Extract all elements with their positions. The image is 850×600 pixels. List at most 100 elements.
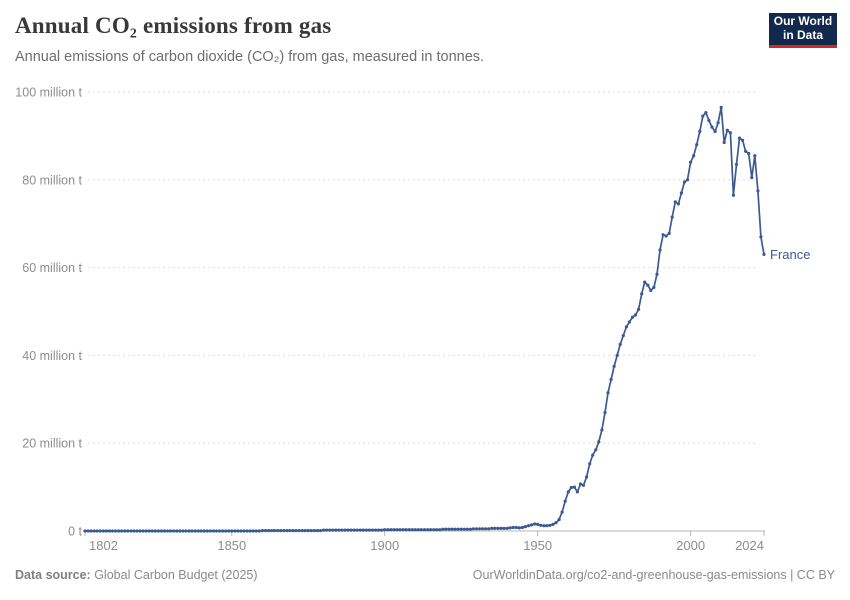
data-point[interactable]	[575, 490, 580, 494]
data-point[interactable]	[450, 527, 454, 531]
data-point[interactable]	[123, 529, 127, 533]
data-point[interactable]	[297, 529, 301, 533]
data-point[interactable]	[612, 364, 616, 368]
data-point[interactable]	[190, 529, 194, 533]
data-point[interactable]	[322, 528, 326, 532]
data-point[interactable]	[426, 528, 430, 532]
data-point[interactable]	[377, 528, 381, 532]
data-point[interactable]	[526, 524, 531, 528]
data-point[interactable]	[328, 528, 332, 532]
data-point[interactable]	[132, 529, 136, 533]
data-point[interactable]	[337, 528, 341, 532]
data-point[interactable]	[178, 529, 182, 533]
data-point[interactable]	[560, 510, 564, 514]
data-point[interactable]	[505, 526, 509, 531]
data-point[interactable]	[364, 528, 368, 532]
data-point[interactable]	[594, 448, 598, 452]
data-point[interactable]	[257, 529, 261, 533]
data-point[interactable]	[221, 529, 225, 533]
data-point[interactable]	[135, 529, 139, 533]
data-point[interactable]	[254, 529, 258, 533]
data-point[interactable]	[150, 529, 154, 533]
data-point[interactable]	[487, 527, 491, 531]
data-point[interactable]	[273, 529, 277, 533]
data-point[interactable]	[413, 528, 417, 532]
data-point[interactable]	[692, 154, 696, 158]
data-point[interactable]	[484, 527, 488, 531]
data-point[interactable]	[416, 528, 420, 532]
data-point[interactable]	[496, 526, 500, 531]
data-point[interactable]	[242, 529, 246, 533]
data-point[interactable]	[554, 521, 558, 525]
data-point[interactable]	[386, 528, 390, 532]
data-point[interactable]	[753, 154, 757, 158]
data-point[interactable]	[609, 377, 613, 382]
data-point[interactable]	[502, 526, 506, 531]
data-point[interactable]	[169, 529, 173, 533]
data-point[interactable]	[266, 529, 271, 533]
data-point[interactable]	[370, 528, 375, 532]
data-point[interactable]	[315, 529, 320, 533]
data-point[interactable]	[230, 529, 234, 533]
data-point[interactable]	[545, 524, 549, 528]
data-point[interactable]	[389, 528, 393, 532]
data-point[interactable]	[722, 140, 726, 145]
data-point[interactable]	[649, 288, 653, 292]
data-point[interactable]	[453, 527, 457, 531]
data-point[interactable]	[569, 485, 573, 490]
data-point[interactable]	[429, 528, 433, 532]
data-point[interactable]	[682, 180, 687, 184]
data-point[interactable]	[459, 527, 463, 531]
data-point[interactable]	[456, 527, 460, 531]
data-point[interactable]	[300, 529, 304, 533]
data-point[interactable]	[346, 528, 350, 532]
data-point[interactable]	[175, 529, 179, 533]
data-point[interactable]	[156, 529, 160, 533]
data-point[interactable]	[358, 528, 362, 532]
data-point[interactable]	[713, 129, 717, 134]
data-point[interactable]	[383, 528, 387, 532]
data-point[interactable]	[750, 176, 754, 180]
data-point[interactable]	[218, 529, 222, 533]
data-point[interactable]	[325, 528, 329, 532]
data-point[interactable]	[627, 320, 632, 324]
data-point[interactable]	[166, 529, 170, 533]
data-point[interactable]	[303, 529, 307, 533]
data-point[interactable]	[172, 529, 176, 533]
data-point[interactable]	[728, 131, 733, 135]
data-point[interactable]	[557, 518, 561, 522]
data-point[interactable]	[291, 529, 295, 533]
data-point[interactable]	[462, 527, 466, 531]
data-point[interactable]	[129, 529, 133, 533]
data-point[interactable]	[398, 528, 402, 532]
data-point[interactable]	[661, 233, 665, 237]
data-point[interactable]	[438, 528, 442, 532]
data-point[interactable]	[493, 526, 497, 531]
data-point[interactable]	[92, 529, 96, 533]
data-point[interactable]	[643, 280, 647, 284]
data-point[interactable]	[517, 526, 521, 530]
data-point[interactable]	[432, 528, 436, 532]
data-point[interactable]	[117, 529, 121, 533]
data-point[interactable]	[374, 528, 378, 532]
data-point[interactable]	[646, 283, 650, 287]
data-point[interactable]	[227, 529, 231, 533]
data-point[interactable]	[334, 528, 338, 532]
data-point[interactable]	[355, 528, 359, 532]
data-point[interactable]	[444, 527, 448, 531]
data-point[interactable]	[673, 200, 677, 204]
data-point[interactable]	[563, 499, 567, 503]
data-point[interactable]	[514, 525, 518, 530]
data-point[interactable]	[205, 529, 209, 533]
data-point[interactable]	[670, 215, 674, 219]
data-point[interactable]	[343, 528, 347, 532]
data-point[interactable]	[588, 462, 592, 466]
data-point[interactable]	[759, 235, 763, 239]
data-point[interactable]	[233, 529, 237, 533]
data-point[interactable]	[490, 526, 494, 531]
data-point[interactable]	[637, 307, 641, 311]
data-point[interactable]	[276, 529, 280, 533]
data-point[interactable]	[285, 529, 289, 533]
data-point[interactable]	[126, 529, 130, 533]
data-point[interactable]	[533, 522, 537, 526]
